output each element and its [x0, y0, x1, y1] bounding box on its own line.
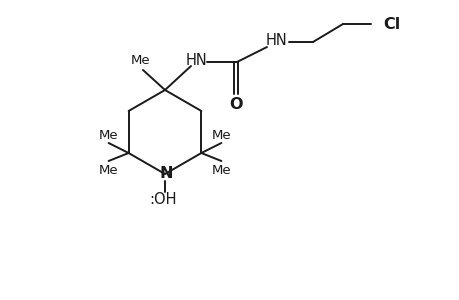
Text: O: O: [229, 97, 242, 112]
Text: HN: HN: [186, 52, 207, 68]
Text: Cl: Cl: [382, 16, 399, 32]
Text: Me: Me: [211, 164, 231, 176]
Text: :OH: :OH: [149, 191, 176, 206]
Text: Me: Me: [131, 53, 151, 67]
Text: Me: Me: [211, 128, 231, 142]
Text: Me: Me: [99, 128, 118, 142]
Text: HN: HN: [266, 32, 287, 47]
Text: N: N: [159, 166, 173, 181]
Text: Me: Me: [99, 164, 118, 176]
